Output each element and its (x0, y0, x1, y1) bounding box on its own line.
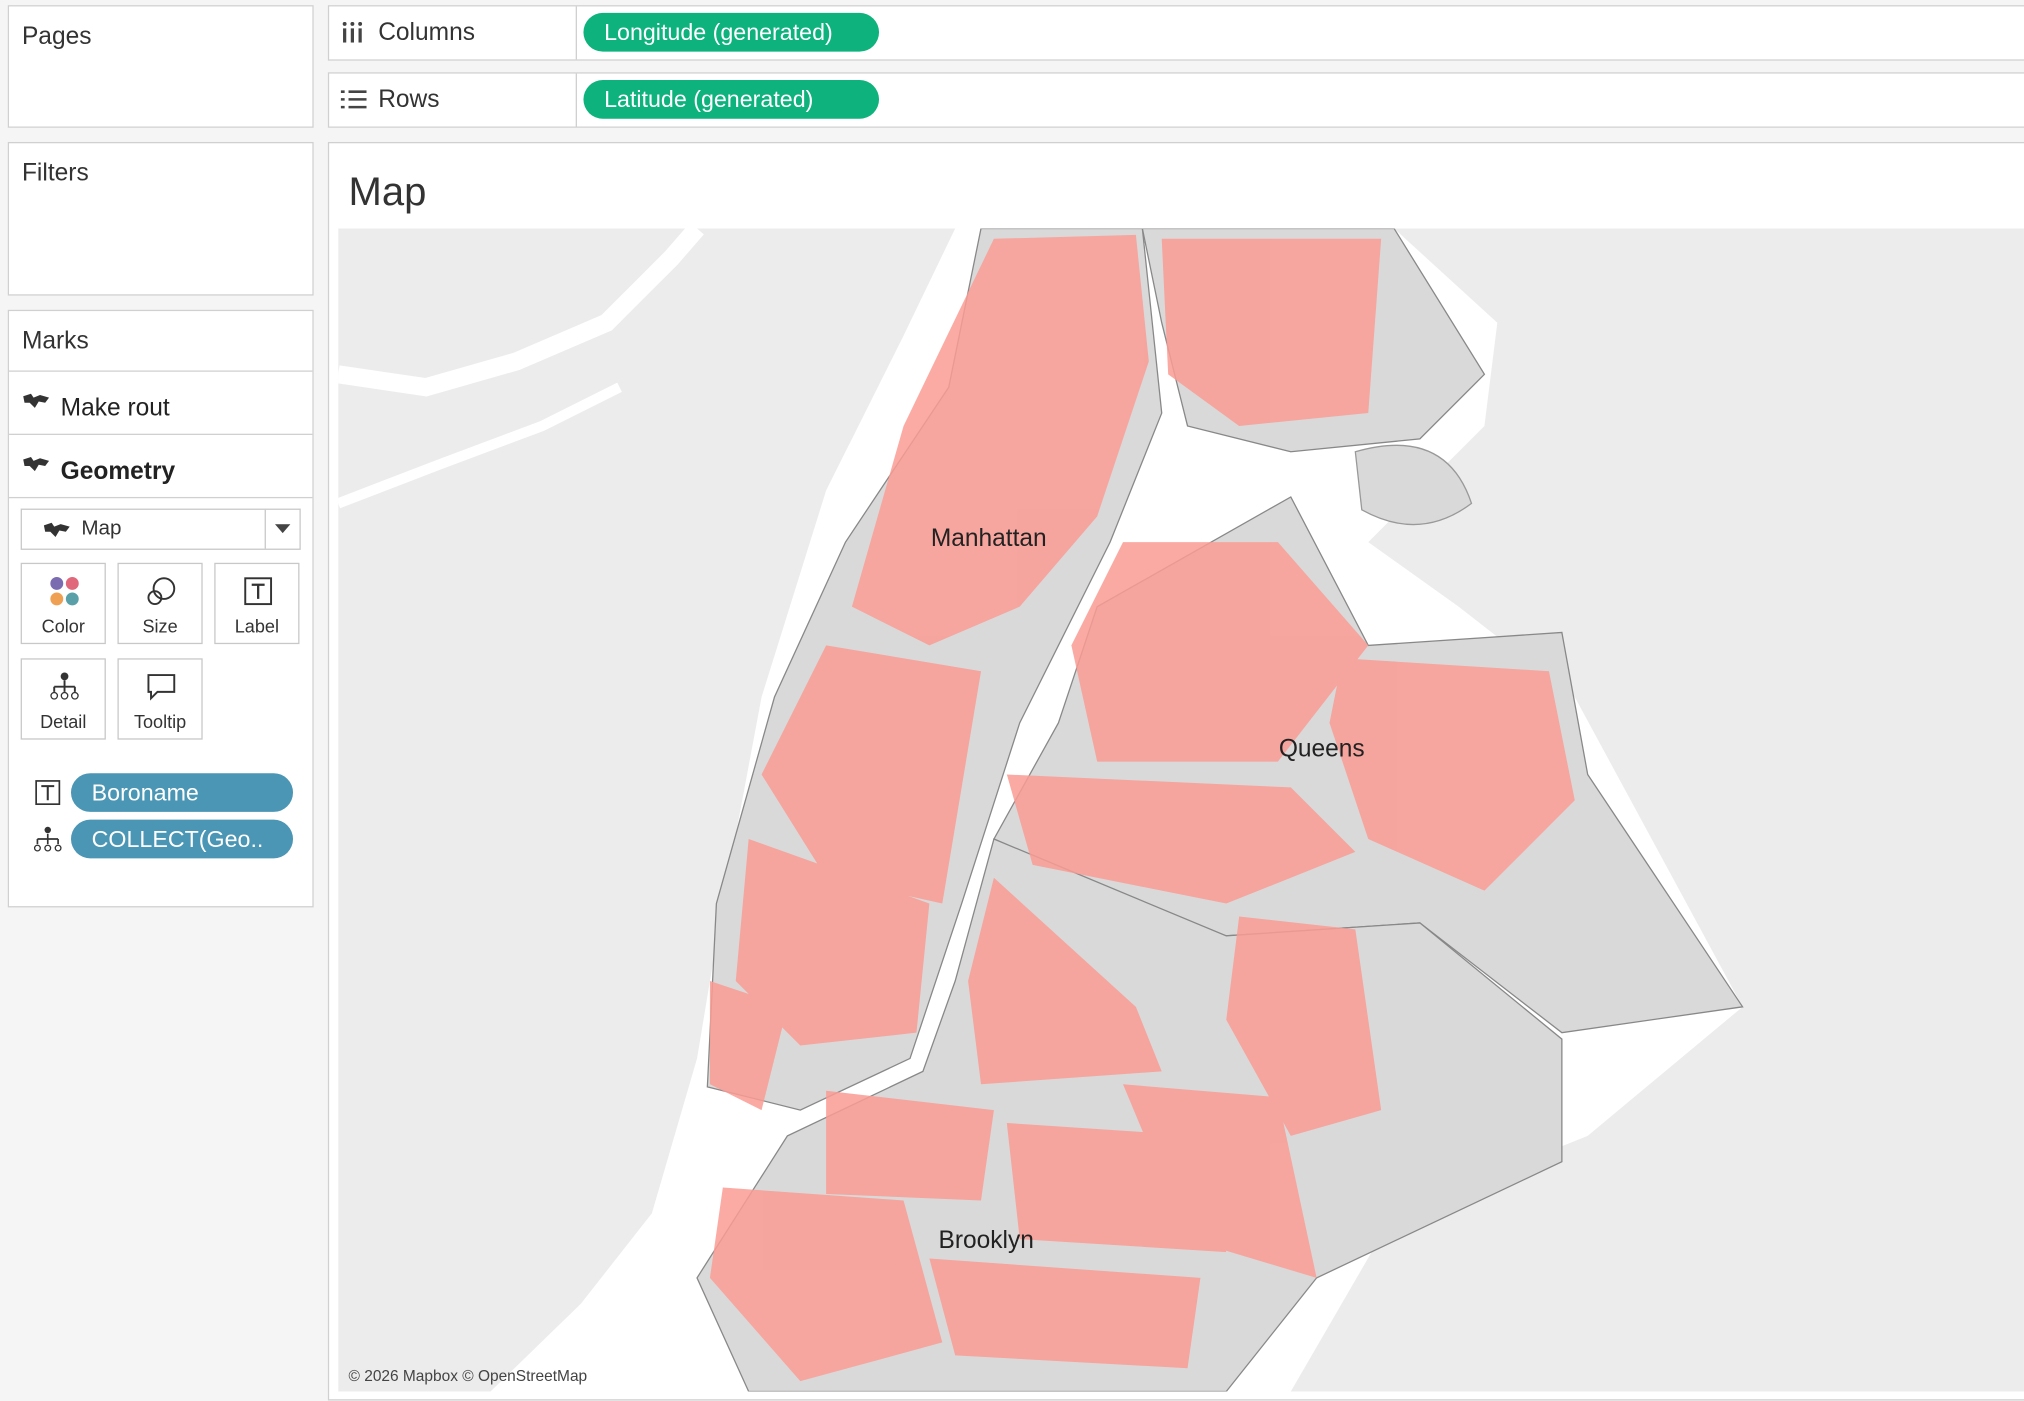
rows-shelf: Rows Latitude (generated) (327, 72, 2024, 128)
tooltip-button[interactable]: Tooltip (117, 658, 203, 740)
pages-title: Pages (21, 23, 92, 51)
pages-card: Pages (7, 5, 314, 128)
map-attribution: © 2026 Mapbox © OpenStreetMap (349, 1368, 588, 1385)
filters-title: Filters (21, 160, 89, 188)
shelf-title: Columns (378, 19, 475, 47)
field-pill[interactable]: Longitude (generated) (583, 12, 880, 52)
field-pill[interactable]: COLLECT(Geo.. (70, 819, 294, 859)
detail-icon (33, 826, 62, 852)
filters-card[interactable]: Filters (7, 141, 314, 296)
shelf-title: Rows (378, 86, 440, 114)
button-label: Size (142, 615, 178, 637)
columns-shelf: Columns Longitude (generated) (327, 5, 2024, 61)
button-label: Detail (40, 711, 87, 732)
layer-row[interactable]: Make rout (9, 370, 313, 435)
field-pill[interactable]: Latitude (generated) (583, 80, 880, 119)
color-button[interactable]: Color (20, 562, 106, 645)
detail-button[interactable]: Detail (20, 658, 106, 740)
map-label: Brooklyn (938, 1227, 1033, 1254)
shelf-label: Rows (329, 73, 577, 127)
button-label: Label (234, 615, 279, 637)
map-icon (23, 393, 50, 408)
mark-type-dropdown[interactable]: Map (20, 508, 301, 550)
label-button[interactable]: Label (214, 562, 300, 645)
sheet-title: Map (348, 169, 427, 215)
map[interactable]: Manhattan Queens Brooklyn © 2026 Mapbox … (338, 228, 2024, 1392)
label-icon (35, 780, 61, 806)
mark-type: Map (81, 517, 122, 540)
layer-name: Make rout (60, 394, 170, 423)
map-icon (23, 456, 50, 472)
marks-title: Marks (21, 327, 89, 355)
marks-card: Marks Make rout Geometry Map Color Size … (7, 309, 314, 908)
map-label: Manhattan (931, 525, 1047, 552)
layer-name: Geometry (60, 458, 176, 486)
shelf-label: Columns (329, 6, 577, 60)
button-label: Tooltip (133, 711, 187, 732)
layer-row[interactable]: Geometry (9, 433, 313, 499)
map-icon (43, 522, 70, 537)
button-label: Color (41, 615, 85, 637)
size-button[interactable]: Size (117, 562, 203, 645)
field-pill[interactable]: Boroname (70, 773, 294, 812)
map-label: Queens (1279, 735, 1365, 762)
